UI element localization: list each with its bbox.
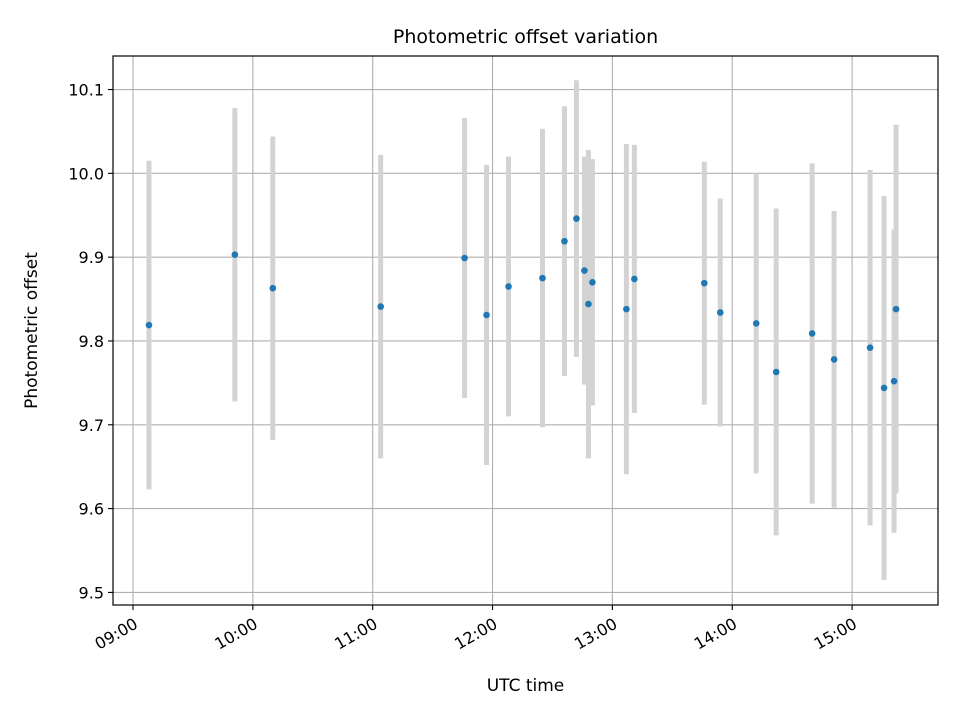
y-tick-label: 9.6 <box>79 500 104 519</box>
data-point <box>561 237 568 245</box>
y-tick-label: 10.1 <box>68 81 104 100</box>
y-tick-label: 9.7 <box>79 416 104 435</box>
y-tick-label: 9.8 <box>79 332 104 351</box>
data-point <box>808 330 816 337</box>
x-tick-label: 15:00 <box>811 614 860 654</box>
data-point <box>772 368 780 376</box>
data-point <box>483 311 490 319</box>
chart-title: Photometric offset variation <box>393 26 658 48</box>
y-axis-label: Photometric offset <box>22 252 42 409</box>
data-point <box>623 305 630 313</box>
data-point <box>461 254 468 262</box>
data-point <box>505 283 512 290</box>
data-point <box>539 274 546 282</box>
data-point <box>585 300 592 308</box>
y-tick-label: 10.0 <box>68 164 104 183</box>
y-tick-label: 9.9 <box>79 248 104 267</box>
grid-lines <box>113 56 938 605</box>
data-points <box>145 215 900 392</box>
data-point <box>377 303 384 310</box>
y-tick-label: 9.5 <box>79 583 104 602</box>
data-point <box>573 215 580 222</box>
data-point <box>145 321 153 329</box>
data-point <box>752 320 760 327</box>
data-point <box>716 309 724 316</box>
error-bars <box>146 80 899 580</box>
x-tick-label: 13:00 <box>571 614 620 654</box>
data-point <box>890 377 898 385</box>
x-tick-label: 10:00 <box>211 614 260 654</box>
data-point <box>866 344 874 351</box>
data-point <box>231 251 239 258</box>
data-point <box>830 356 838 363</box>
x-tick-label: 09:00 <box>92 614 141 654</box>
x-tick-label: 11:00 <box>331 614 380 654</box>
x-tick-label: 14:00 <box>691 614 740 654</box>
data-point <box>589 279 596 286</box>
x-tick-label: 12:00 <box>451 614 500 654</box>
data-point <box>581 267 588 274</box>
plot-area-frame <box>112 55 939 606</box>
data-point <box>892 305 900 313</box>
data-point <box>700 279 708 287</box>
x-axis-label: UTC time <box>487 676 565 696</box>
data-point <box>631 275 638 283</box>
data-point <box>269 284 277 292</box>
data-point <box>880 384 888 392</box>
